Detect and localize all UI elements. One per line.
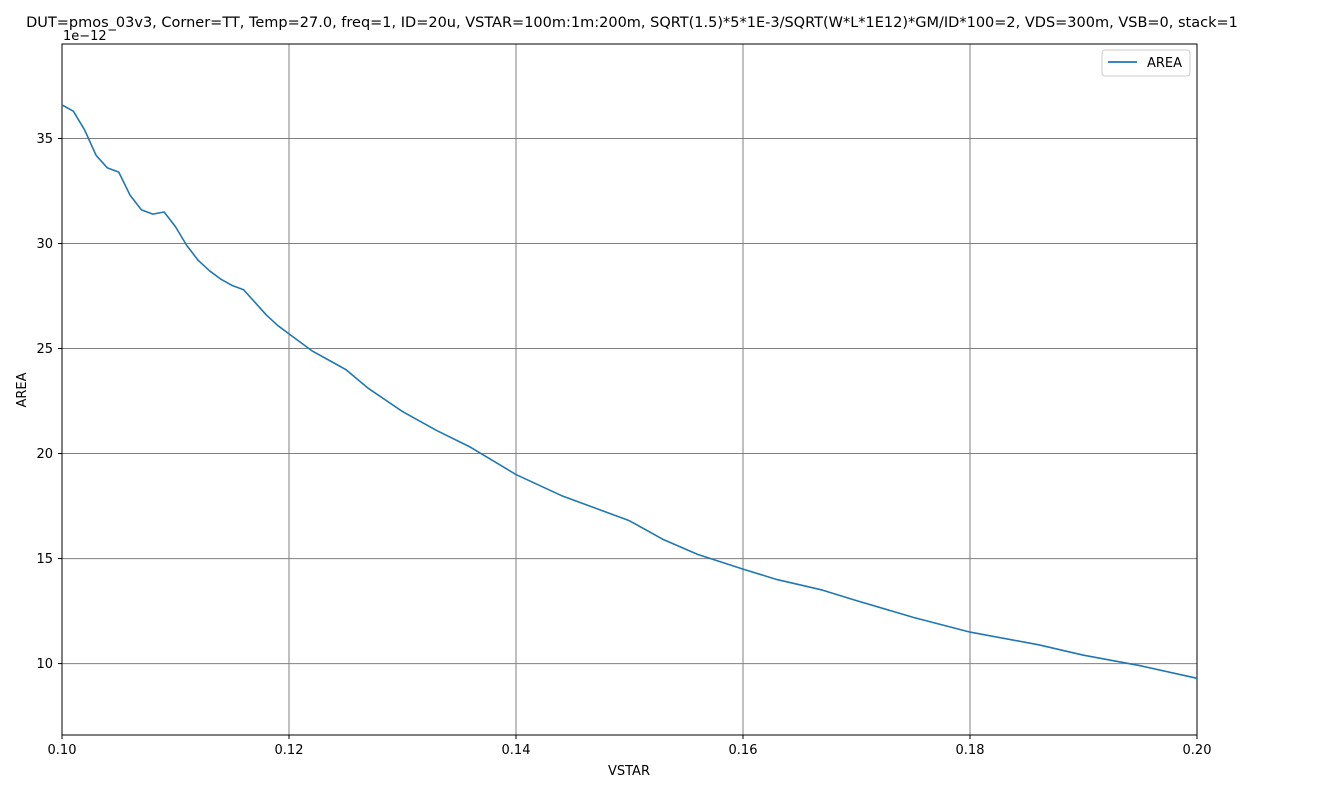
y-tick-label: 30 xyxy=(36,237,53,252)
x-tick-label: 0.14 xyxy=(502,743,531,758)
legend: AREA xyxy=(1101,49,1191,77)
y-tick-label: 35 xyxy=(36,132,53,147)
x-tick-label: 0.18 xyxy=(956,743,985,758)
y-tick-label: 25 xyxy=(36,342,53,357)
legend-box xyxy=(1101,49,1191,77)
x-tick-label: 0.12 xyxy=(275,743,304,758)
y-tick-label: 20 xyxy=(36,447,53,462)
series-line-area xyxy=(61,104,1198,680)
axis-ticks: 0.10 0.12 0.14 0.16 0.18 0.20 10 15 20 25 30 35 xyxy=(36,132,1211,758)
x-tick-label: 0.20 xyxy=(1183,743,1212,758)
x-tick-label: 0.10 xyxy=(48,743,77,758)
y-tick-label: 10 xyxy=(36,657,53,672)
chart-title: DUT=pmos_03v3, Corner=TT, Temp=27.0, fre… xyxy=(26,15,1238,31)
plot-area-frame xyxy=(61,43,1198,736)
y-tick-label: 15 xyxy=(36,552,53,567)
x-tick-label: 0.16 xyxy=(729,743,758,758)
y-axis-offset-label: 1e−12 xyxy=(63,29,107,44)
legend-label-area: AREA xyxy=(1147,56,1182,71)
x-axis-label: VSTAR xyxy=(608,764,650,779)
y-axis-label: AREA xyxy=(15,372,30,407)
